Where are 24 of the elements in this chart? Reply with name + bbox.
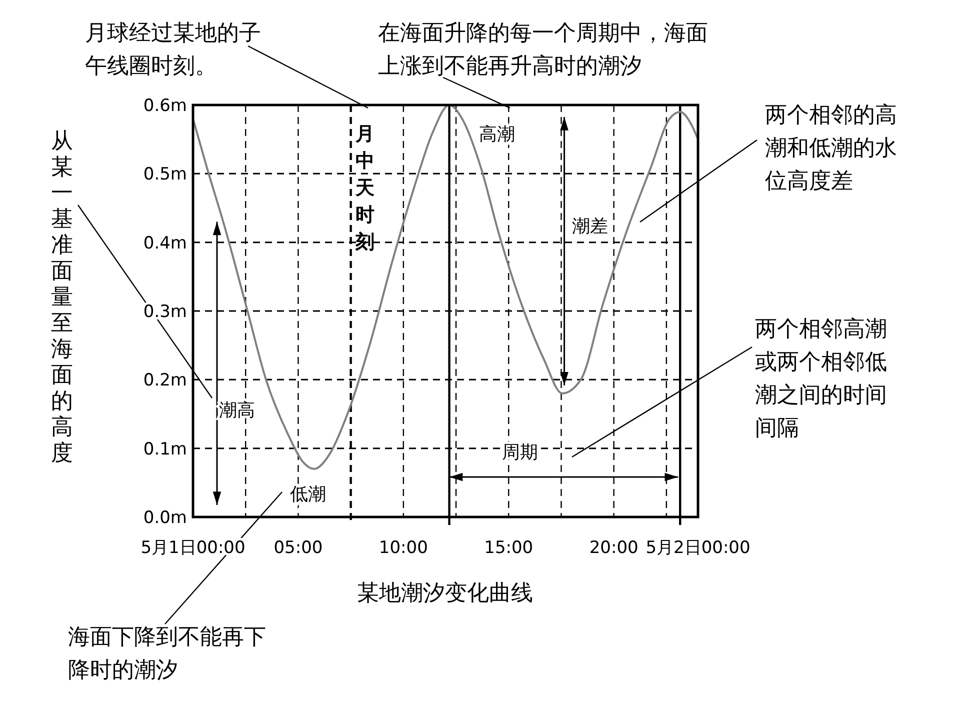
x-tick-label: 10:00 (378, 538, 428, 558)
x-tick-label: 20:00 (589, 538, 638, 558)
ref-line-label: 月中天时刻 (354, 123, 374, 253)
y-tick-label: 0.5m (143, 164, 187, 185)
text: 月球经过某地的子午线圈时刻。 (85, 21, 261, 79)
text: 在海面升降的每一个周期中，海面上涨到不能再升高时的潮汐 (378, 21, 708, 79)
x-tick-label: 05:00 (274, 538, 323, 558)
annotation: 潮差 (572, 216, 608, 237)
text: 海面下降到不能再下降时的潮汐 (68, 625, 266, 683)
annotation: 潮高 (219, 400, 255, 421)
text: 某地潮汐变化曲线 (357, 581, 533, 606)
y-tick-label: 0.4m (143, 233, 187, 254)
x-tick-label: 5月2日00:00 (646, 538, 750, 558)
text: 两个相邻高潮或两个相邻低潮之间的时间间隔 (755, 317, 887, 441)
y-tick-label: 0.0m (143, 508, 187, 528)
y-tick-label: 0.2m (143, 370, 187, 391)
text: 两个相邻的高潮和低潮的水位高度差 (765, 103, 897, 194)
x-tick-label: 15:00 (484, 538, 534, 558)
annotation: 高潮 (479, 124, 515, 145)
line-series (192, 104, 699, 470)
annotation: 低潮 (290, 484, 326, 505)
text: 从某一基准面量至海面的高度 (51, 129, 73, 466)
y-tick-label: 0.6m (143, 96, 187, 116)
y-tick-label: 0.1m (143, 439, 187, 460)
